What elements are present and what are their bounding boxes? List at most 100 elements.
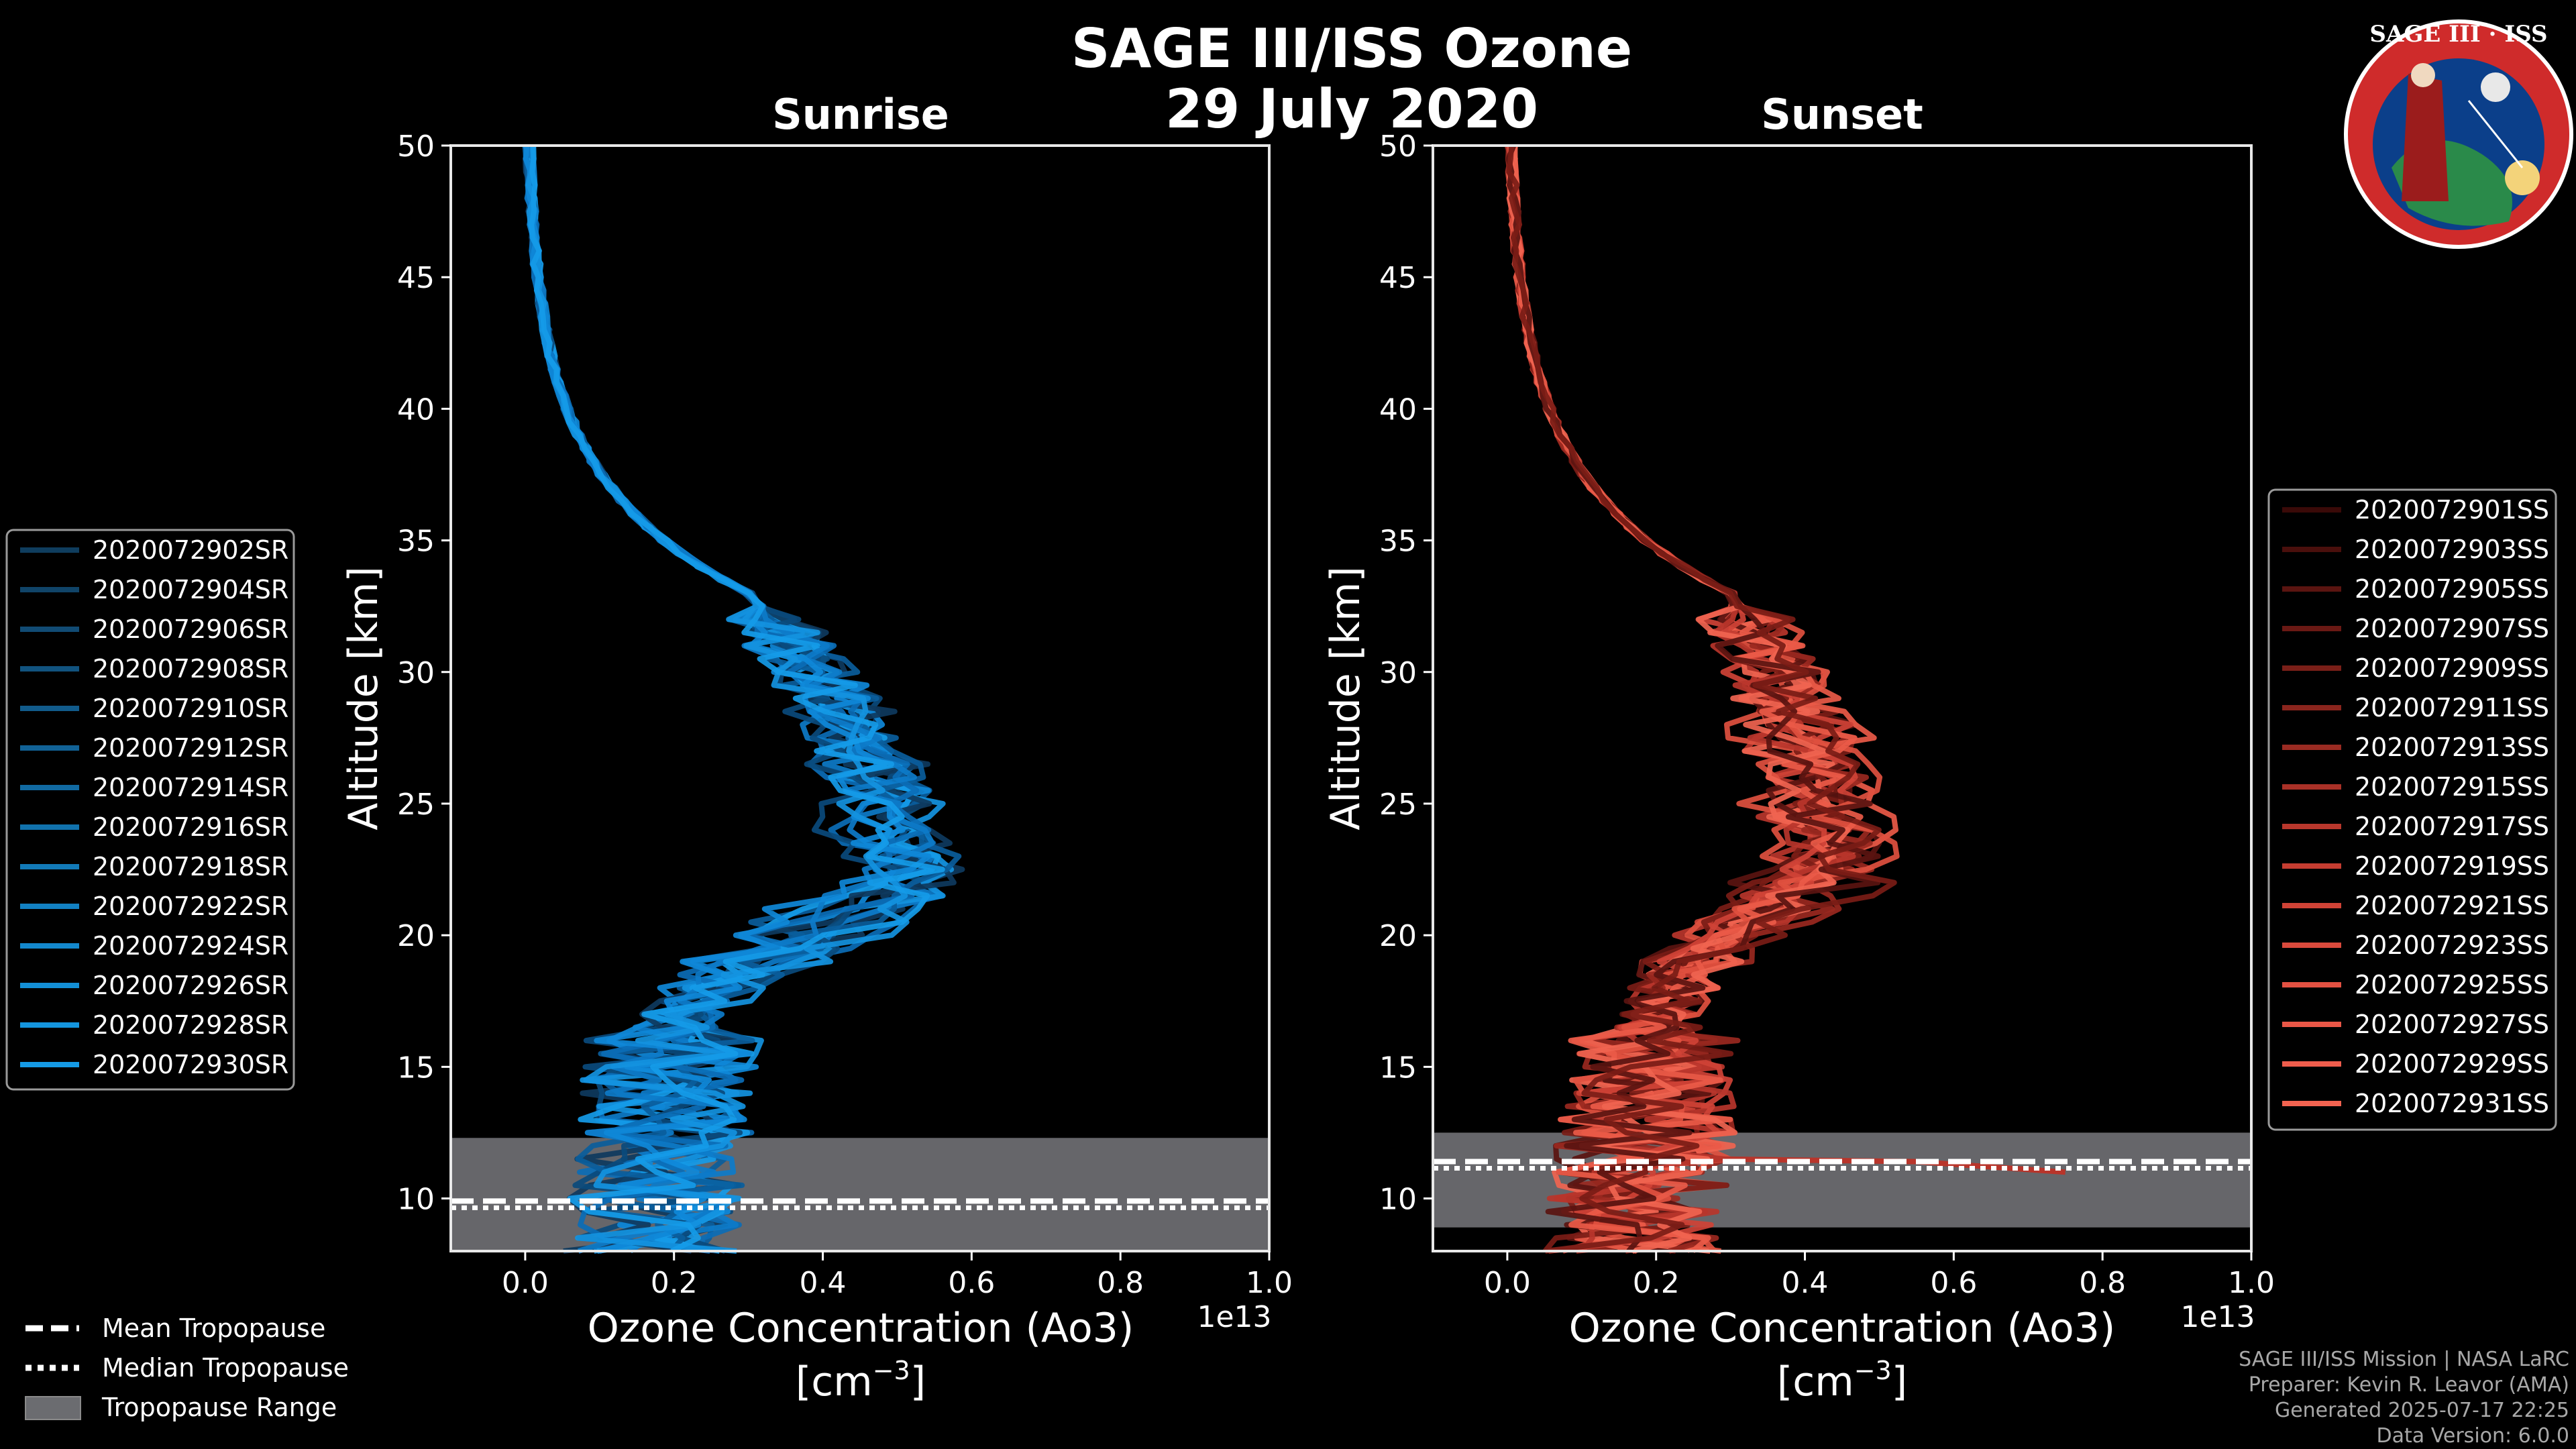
y-tick-label: 50: [397, 129, 435, 164]
footer-generated: Generated 2025-07-17 22:25: [2275, 1399, 2569, 1422]
x-tick-label: 1.0: [1246, 1266, 1293, 1300]
sunset-x-multiplier: 1e13: [2180, 1300, 2255, 1334]
legend-entry-label: 2020072905SS: [2355, 574, 2549, 604]
legend-entry-label: 2020072913SS: [2355, 733, 2549, 762]
y-tick-label: 25: [1379, 788, 1417, 822]
legend-entry-label: 2020072902SR: [93, 535, 288, 565]
sunset-panel: Sunset 0.0 0.2 0.4 0.6 0.8 1.0 10 15 20 25 30 35 40…: [1322, 90, 2275, 1405]
y-tick-label: 30: [397, 656, 435, 690]
y-tick-label: 10: [1379, 1183, 1417, 1217]
legend-entry-label: 2020072904SR: [93, 575, 288, 604]
x-tick-label: 0.6: [1930, 1266, 1977, 1300]
sunrise-x-units-exp: −3: [873, 1356, 910, 1385]
legend-entry-label: 2020072906SR: [93, 614, 288, 644]
sunset-x-axis-units: [cm−3]: [1777, 1356, 1907, 1405]
legend-entry-label: 2020072924SR: [93, 931, 288, 961]
sunrise-plot-area: [451, 144, 1269, 1254]
legend-entry-label: 2020072901SS: [2355, 495, 2549, 525]
sunrise-legend: 2020072902SR 2020072904SR 2020072906SR 2020…: [5, 529, 295, 1091]
y-tick-label: 20: [397, 919, 435, 953]
sunrise-profile-line: [523, 144, 955, 1254]
legend-entry-label: 2020072914SR: [93, 773, 288, 802]
sunrise-profile-line: [529, 145, 945, 1254]
tropopause-range-label: Tropopause Range: [101, 1393, 337, 1422]
sun-icon: [2505, 160, 2540, 195]
sunrise-axes-frame: [449, 144, 1271, 1252]
legend-entry-label: 2020072918SR: [93, 852, 288, 881]
y-tick-label: 50: [1379, 129, 1417, 164]
sunrise-x-ticks: 0.0 0.2 0.4 0.6 0.8 1.0: [502, 1251, 1293, 1300]
legend-entry-label: 2020072907SS: [2355, 614, 2549, 643]
legend-entry-label: 2020072909SS: [2355, 653, 2549, 683]
sunset-title: Sunset: [1761, 90, 1923, 139]
sunrise-x-axis-label: Ozone Concentration (Ao3): [588, 1305, 1134, 1352]
legend-entry-label: 2020072926SR: [93, 971, 288, 1000]
x-tick-label: 0.0: [502, 1266, 549, 1300]
sunrise-x-units-close: ]: [910, 1358, 926, 1405]
x-tick-label: 0.2: [1633, 1266, 1680, 1300]
sunset-x-units-open: [cm: [1777, 1358, 1854, 1405]
x-tick-label: 0.2: [651, 1266, 698, 1300]
sunrise-profile-line: [523, 144, 957, 1254]
y-tick-label: 15: [397, 1051, 435, 1085]
tropopause-legend: Mean Tropopause Median Tropopause Tropop…: [25, 1313, 349, 1422]
sunset-profile-line: [1506, 145, 1897, 1254]
astronomer-figure-icon: [2402, 74, 2449, 201]
legend-entry-label: 2020072911SS: [2355, 693, 2549, 722]
sunset-x-units-exp: −3: [1854, 1356, 1892, 1385]
astronomer-head-icon: [2411, 63, 2435, 87]
legend-entry-label: 2020072908SR: [93, 654, 288, 684]
figure-title: SAGE III/ISS Ozone: [1071, 17, 1632, 80]
y-tick-label: 40: [1379, 392, 1417, 427]
y-tick-label: 40: [397, 392, 435, 427]
legend-entry-label: 2020072912SR: [93, 733, 288, 763]
legend-entry-label: 2020072923SS: [2355, 930, 2549, 960]
footer-preparer: Preparer: Kevin R. Leavor (AMA): [2249, 1373, 2569, 1397]
x-tick-label: 1.0: [2228, 1266, 2275, 1300]
legend-entry-label: 2020072930SR: [93, 1050, 288, 1079]
legend-entry-label: 2020072919SS: [2355, 851, 2549, 881]
y-tick-label: 30: [1379, 656, 1417, 690]
x-tick-label: 0.8: [2079, 1266, 2126, 1300]
y-tick-label: 35: [1379, 525, 1417, 559]
sage-iii-iss-logo: SAGE III · ISS: [2344, 19, 2573, 249]
sunrise-x-axis-units: [cm−3]: [796, 1356, 926, 1405]
sunset-x-units-close: ]: [1892, 1358, 1907, 1405]
footer-mission: SAGE III/ISS Mission | NASA LaRC: [2239, 1348, 2569, 1371]
sunset-axes-frame: [1432, 144, 2253, 1252]
tropopause-range-swatch: [25, 1396, 81, 1420]
x-tick-label: 0.4: [800, 1266, 847, 1300]
sunset-x-ticks: 0.0 0.2 0.4 0.6 0.8 1.0: [1484, 1251, 2275, 1300]
y-tick-label: 20: [1379, 919, 1417, 953]
figure-date: 29 July 2020: [1165, 78, 1538, 140]
legend-entry-label: 2020072917SS: [2355, 812, 2549, 841]
logo-text: SAGE III · ISS: [2369, 21, 2547, 48]
sunset-profile-line: [1505, 145, 1864, 1254]
sunset-legend: 2020072901SS 2020072903SS 2020072905SS 2020…: [2267, 488, 2557, 1131]
sunrise-x-multiplier: 1e13: [1197, 1300, 1271, 1334]
y-tick-label: 10: [397, 1183, 435, 1217]
sunrise-profile-line: [522, 145, 962, 1253]
legend-entry-label: 2020072916SR: [93, 812, 288, 842]
sunset-plot-area: [1433, 144, 2251, 1254]
legend-entry-label: 2020072903SS: [2355, 535, 2549, 564]
sunrise-title: Sunrise: [772, 90, 949, 139]
y-tick-label: 15: [1379, 1051, 1417, 1085]
sunrise-profile-line: [525, 144, 965, 1254]
y-tick-label: 45: [1379, 261, 1417, 295]
mean-tropopause-label: Mean Tropopause: [102, 1313, 325, 1343]
footer-credits: SAGE III/ISS Mission | NASA LaRC Prepare…: [2239, 1348, 2569, 1448]
legend-entry-label: 2020072910SR: [93, 694, 288, 723]
median-tropopause-label: Median Tropopause: [102, 1353, 349, 1383]
footer-data-version: Data Version: 6.0.0: [2377, 1424, 2569, 1448]
sunset-x-axis-label: Ozone Concentration (Ao3): [1569, 1305, 2116, 1352]
y-tick-label: 25: [397, 788, 435, 822]
legend-entry-label: 2020072929SS: [2355, 1049, 2549, 1079]
sightline-icon: [2467, 100, 2524, 168]
x-tick-label: 0.6: [948, 1266, 995, 1300]
sunrise-x-units-open: [cm: [796, 1358, 873, 1405]
legend-entry-label: 2020072931SS: [2355, 1089, 2549, 1118]
legend-entry-label: 2020072928SR: [93, 1010, 288, 1040]
sunrise-profile-line: [525, 144, 945, 1254]
